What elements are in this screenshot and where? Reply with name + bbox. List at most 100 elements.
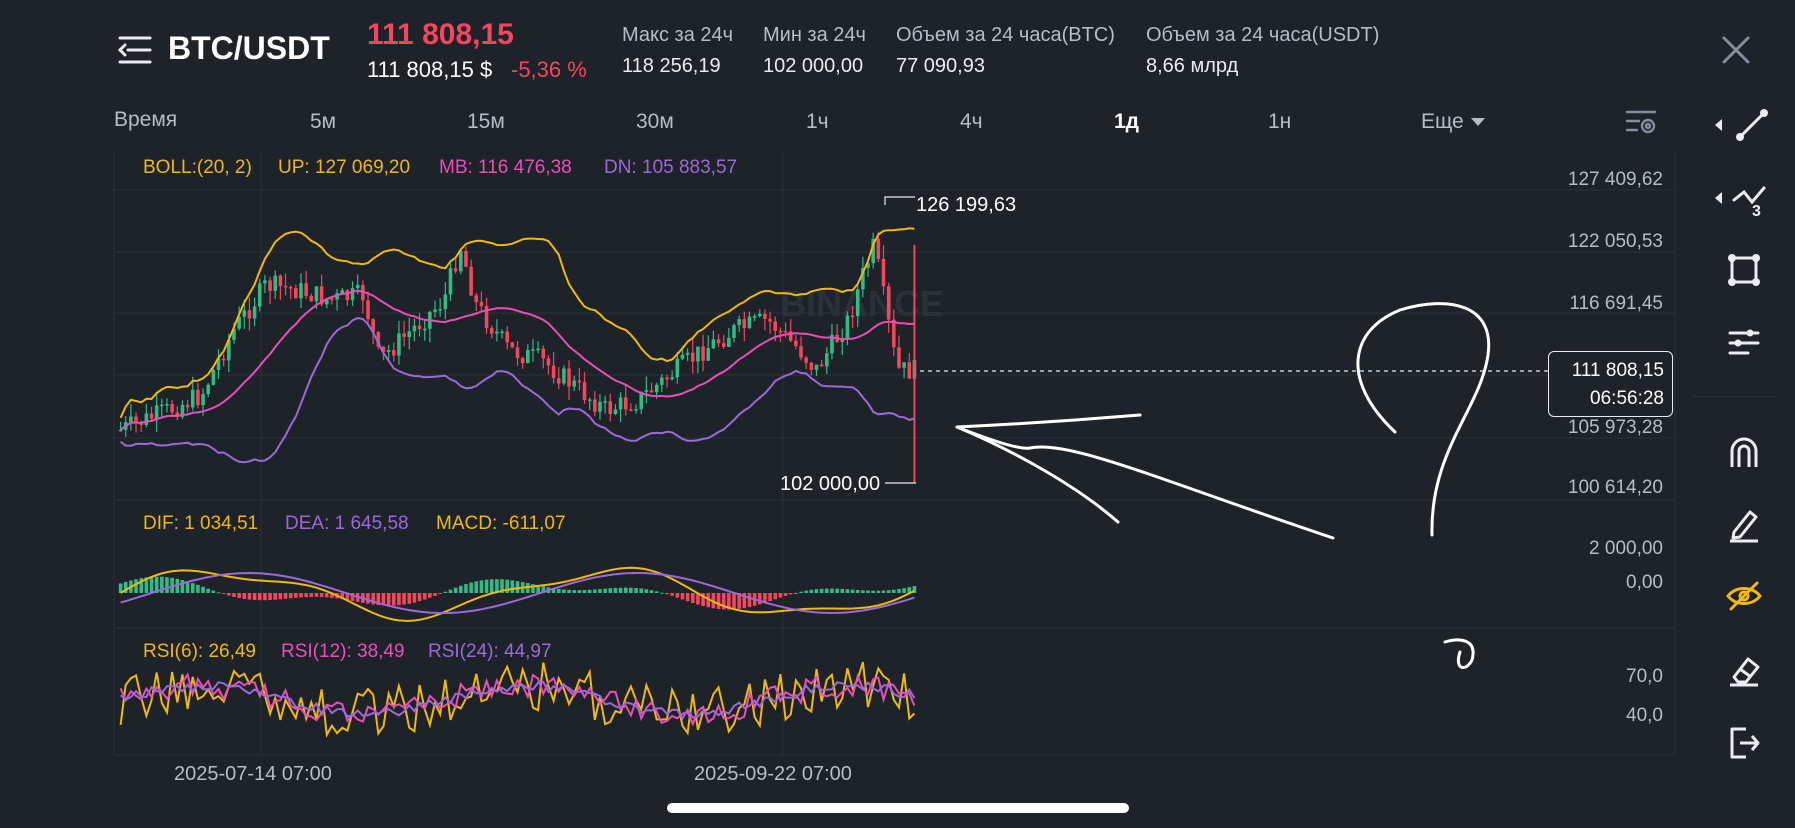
trend-line-tool[interactable] bbox=[1709, 99, 1779, 151]
macd-bar bbox=[840, 588, 845, 593]
tab-time[interactable]: Время bbox=[114, 108, 178, 131]
stat-vol-usdt-value: 8,66 млрд bbox=[1146, 55, 1239, 77]
macd-bar bbox=[299, 593, 303, 598]
home-indicator[interactable] bbox=[667, 803, 1129, 813]
candle-body bbox=[582, 382, 587, 400]
macd-bar bbox=[397, 593, 401, 606]
candle-body bbox=[474, 295, 479, 303]
candle-body bbox=[263, 280, 267, 284]
tab-1d[interactable]: 1д bbox=[1114, 110, 1140, 133]
price-axis-label: 116 691,45 bbox=[1569, 293, 1663, 314]
last-price: 111 808,15 bbox=[367, 18, 514, 51]
magnet-icon[interactable] bbox=[1709, 427, 1779, 479]
macd-value-label: MACD: -611,07 bbox=[436, 513, 566, 534]
candle-body bbox=[819, 364, 824, 367]
candle-body bbox=[433, 309, 437, 312]
menu-icon[interactable] bbox=[117, 34, 154, 66]
candle-body bbox=[247, 310, 252, 319]
macd-bar bbox=[469, 582, 473, 593]
macd-bar bbox=[902, 588, 906, 593]
candle-body bbox=[515, 347, 520, 359]
candle-body bbox=[675, 358, 680, 378]
macd-bar bbox=[747, 593, 752, 608]
price-axis-label: 100 614,20 bbox=[1567, 477, 1663, 498]
close-icon[interactable] bbox=[1720, 34, 1752, 66]
stat-vol-btc-label: Объем за 24 часа(BTC) bbox=[896, 24, 1115, 46]
candle-body bbox=[510, 342, 515, 348]
tab-5m[interactable]: 5м bbox=[310, 110, 337, 133]
fibonacci-tool-icon[interactable]: 3 bbox=[1709, 172, 1779, 224]
candle-body bbox=[845, 315, 850, 340]
candle-body bbox=[618, 397, 623, 410]
candle-body bbox=[355, 285, 360, 289]
candle-body bbox=[660, 377, 664, 385]
macd-bar bbox=[283, 593, 288, 599]
macd-bar bbox=[371, 593, 375, 605]
stat-vol-usdt-label: Объем за 24 часа(USDT) bbox=[1146, 24, 1380, 46]
macd-bar bbox=[819, 588, 824, 593]
macd-bar bbox=[562, 589, 566, 593]
candle-body bbox=[237, 316, 241, 329]
pencil-icon[interactable] bbox=[1709, 498, 1779, 550]
candle-body bbox=[345, 290, 350, 301]
chart-settings-icon[interactable] bbox=[1625, 108, 1657, 136]
tab-30m[interactable]: 30м bbox=[636, 110, 674, 133]
candle-body bbox=[680, 354, 685, 359]
macd-bar bbox=[618, 587, 623, 593]
hand-drawn-question-mark bbox=[1356, 302, 1491, 669]
rectangle-tool-icon[interactable] bbox=[1709, 244, 1779, 296]
candle-body bbox=[232, 328, 236, 340]
candle-body bbox=[206, 384, 210, 395]
candle-body bbox=[144, 413, 149, 425]
macd-bar bbox=[634, 587, 638, 593]
macd-bar bbox=[665, 593, 669, 595]
macd-bar bbox=[118, 583, 123, 593]
candle-body bbox=[175, 412, 180, 417]
candle-body bbox=[129, 416, 133, 423]
candle-body bbox=[526, 349, 530, 364]
price-usd: 111 808,15 $ bbox=[367, 57, 493, 82]
candle-body bbox=[489, 328, 494, 334]
macd-bar bbox=[515, 581, 520, 593]
macd-bar bbox=[484, 579, 489, 593]
candle-body bbox=[412, 325, 417, 332]
macd-bar bbox=[649, 590, 654, 593]
tab-4h[interactable]: 4ч bbox=[960, 110, 983, 133]
macd-bar bbox=[330, 593, 334, 598]
tab-more[interactable]: Еще bbox=[1421, 110, 1486, 134]
macd-bar bbox=[871, 590, 875, 593]
macd-bar bbox=[567, 589, 571, 593]
tab-1h[interactable]: 1ч bbox=[806, 110, 829, 133]
candle-body bbox=[685, 352, 690, 355]
stat-low-label: Мин за 24ч bbox=[763, 24, 866, 46]
macd-bar bbox=[211, 590, 216, 593]
candle-body bbox=[505, 331, 509, 343]
exit-fullscreen-icon[interactable] bbox=[1709, 717, 1779, 769]
tab-15m[interactable]: 15м bbox=[467, 110, 505, 133]
current-price-tag: 111 808,15 06:56:28 bbox=[1548, 351, 1673, 417]
candle-body bbox=[335, 293, 339, 300]
macd-bar bbox=[294, 593, 298, 598]
hand-drawn-arrow bbox=[955, 413, 1335, 540]
candle-body bbox=[706, 348, 711, 361]
macd-bar bbox=[727, 593, 731, 610]
tab-more-label: Еще bbox=[1421, 110, 1464, 133]
macd-bar bbox=[139, 578, 143, 593]
macd-bar bbox=[794, 592, 798, 594]
parallel-lines-tool-icon[interactable] bbox=[1709, 317, 1779, 369]
pair-title[interactable]: BTC/USDT bbox=[168, 30, 330, 66]
macd-bar bbox=[572, 590, 576, 593]
candle-body bbox=[644, 390, 649, 392]
macd-bar bbox=[644, 589, 649, 593]
candle-body bbox=[273, 275, 277, 291]
candle-body bbox=[324, 298, 329, 305]
tab-1w[interactable]: 1н bbox=[1268, 110, 1292, 133]
candle-body bbox=[886, 286, 891, 320]
macd-bar bbox=[541, 586, 546, 593]
macd-bar bbox=[716, 593, 721, 609]
eraser-icon[interactable] bbox=[1709, 643, 1779, 695]
hide-drawings-eye-icon[interactable] bbox=[1709, 570, 1779, 622]
candle-body bbox=[500, 331, 504, 334]
current-price-tag-countdown: 06:56:28 bbox=[1590, 388, 1664, 409]
